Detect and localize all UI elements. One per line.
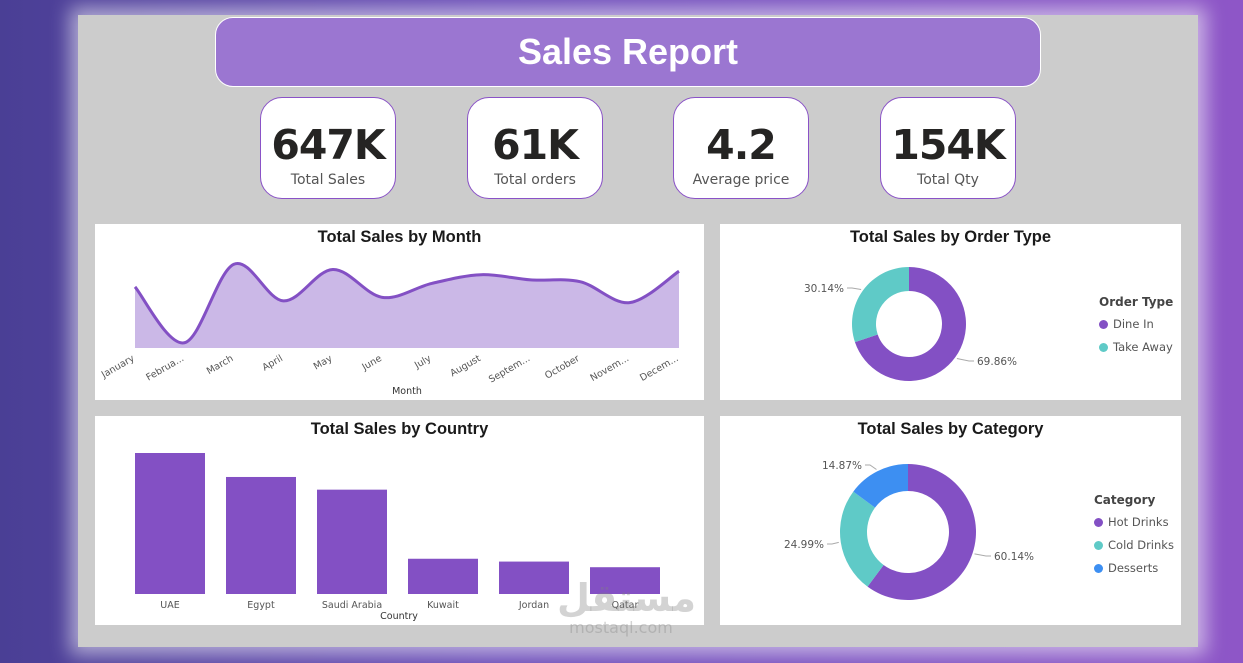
chart-title: Total Sales by Month: [317, 228, 482, 246]
legend-title: Order Type: [1099, 295, 1174, 309]
x-tick-label: Decem...: [638, 353, 680, 384]
data-label: 14.87%: [822, 460, 862, 472]
report-title: Sales Report: [517, 31, 739, 72]
category-donut-chart[interactable]: 60.14% 24.99% 14.87%: [720, 416, 1181, 625]
order-type-donut-chart[interactable]: 69.86% 30.14%: [720, 224, 1181, 400]
sales-by-month-chart[interactable]: January Februa... March April May June July Aug…: [95, 224, 704, 400]
donut-slice: [852, 267, 909, 343]
data-label: 60.14%: [994, 551, 1034, 563]
kpi-label: Total Qty: [917, 172, 979, 188]
kpi-card-total-orders[interactable]: 61K Total orders: [467, 97, 603, 199]
data-label: 30.14%: [804, 283, 844, 295]
leader-line: [827, 541, 839, 545]
kpi-value: 154K: [891, 121, 1005, 169]
area-fill: [135, 263, 679, 348]
data-label: 69.86%: [977, 356, 1017, 368]
x-axis-title: Country: [380, 611, 418, 622]
kpi-label: Total orders: [494, 172, 576, 188]
area-series-line: [133, 262, 680, 345]
x-tick-label: March: [205, 353, 236, 377]
x-tick-label: Kuwait: [427, 600, 459, 611]
legend-label: Dine In: [1113, 317, 1154, 331]
bar: [499, 561, 569, 594]
kpi-value: 647K: [271, 121, 385, 169]
report-title-bar: Sales Report: [215, 17, 1041, 87]
x-tick-label: Saudi Arabia: [322, 600, 382, 611]
legend-dot: [1094, 563, 1103, 573]
leader-line: [974, 553, 991, 557]
x-tick-label: April: [261, 353, 285, 373]
sales-by-month-panel[interactable]: Total Sales by Month January Februa... Mar…: [95, 224, 704, 400]
data-label: 24.99%: [784, 539, 824, 551]
donut-slice: [854, 267, 966, 381]
legend-label: Hot Drinks: [1108, 515, 1169, 529]
donut-slice: [853, 464, 908, 508]
legend-dot: [1099, 319, 1108, 329]
order-type-legend: Order Type Dine In Take Away: [1099, 295, 1173, 363]
chart-title: Total Sales by Category: [857, 420, 1044, 438]
x-tick-label: Qatar: [612, 600, 639, 611]
legend-label: Desserts: [1108, 561, 1159, 575]
x-tick-label: Septem...: [487, 353, 532, 385]
legend-item-cold-drinks[interactable]: Cold Drinks: [1094, 538, 1174, 552]
chart-title: Total Sales by Order Type: [849, 228, 1052, 246]
legend-item-desserts[interactable]: Desserts: [1094, 561, 1174, 575]
legend-label: Take Away: [1113, 340, 1173, 354]
kpi-card-average-price[interactable]: 4.2 Average price: [673, 97, 809, 199]
legend-dot: [1094, 540, 1103, 550]
kpi-value: 4.2: [706, 121, 777, 169]
report-canvas: Sales Report 647K Total Sales 61K Total …: [78, 15, 1198, 647]
leader-line: [847, 287, 862, 291]
sales-by-country-chart[interactable]: UAE Egypt Saudi Arabia Kuwait Jordan Qatar Cou…: [95, 416, 704, 625]
bar: [135, 453, 205, 594]
bar: [317, 489, 387, 594]
x-tick-label: UAE: [160, 600, 179, 611]
category-legend: Category Hot Drinks Cold Drinks Desserts: [1094, 493, 1174, 584]
kpi-label: Total Sales: [290, 172, 366, 188]
legend-dot: [1094, 517, 1103, 527]
legend-item-hot-drinks[interactable]: Hot Drinks: [1094, 515, 1174, 529]
x-tick-label: Jordan: [518, 600, 549, 611]
kpi-value: 61K: [492, 121, 579, 169]
x-tick-label: August: [448, 353, 483, 379]
bar: [408, 558, 478, 594]
sales-by-category-panel[interactable]: Total Sales by Category 60.14% 24.99% 14.8…: [720, 416, 1181, 625]
kpi-label: Average price: [692, 172, 790, 188]
chart-title: Total Sales by Country: [310, 420, 489, 438]
leader-line: [956, 357, 974, 362]
x-tick-label: Egypt: [247, 600, 275, 611]
x-tick-label: June: [359, 353, 383, 373]
legend-title: Category: [1094, 493, 1156, 507]
legend-label: Cold Drinks: [1108, 538, 1174, 552]
donut-slice: [840, 491, 884, 587]
x-tick-label: January: [99, 353, 137, 381]
x-tick-label: Novem...: [589, 353, 631, 384]
kpi-card-total-qty[interactable]: 154K Total Qty: [880, 97, 1016, 199]
leader-line: [865, 464, 877, 470]
sales-by-order-type-panel[interactable]: Total Sales by Order Type 69.86% 30.14% O…: [720, 224, 1181, 400]
legend-item-take-away[interactable]: Take Away: [1099, 340, 1173, 354]
bar: [226, 476, 296, 594]
donut-slice: [867, 464, 976, 600]
legend-dot: [1099, 342, 1108, 352]
x-axis-title: Month: [392, 386, 422, 397]
sales-by-country-panel[interactable]: Total Sales by Country UAE Egypt Saudi Ara…: [95, 416, 704, 625]
legend-item-dine-in[interactable]: Dine In: [1099, 317, 1173, 331]
bar: [590, 567, 660, 594]
x-tick-label: Februa...: [144, 353, 186, 383]
x-tick-label: May: [312, 353, 335, 373]
x-tick-label: October: [543, 353, 582, 382]
kpi-card-total-sales[interactable]: 647K Total Sales: [260, 97, 396, 199]
x-tick-label: July: [412, 353, 433, 372]
